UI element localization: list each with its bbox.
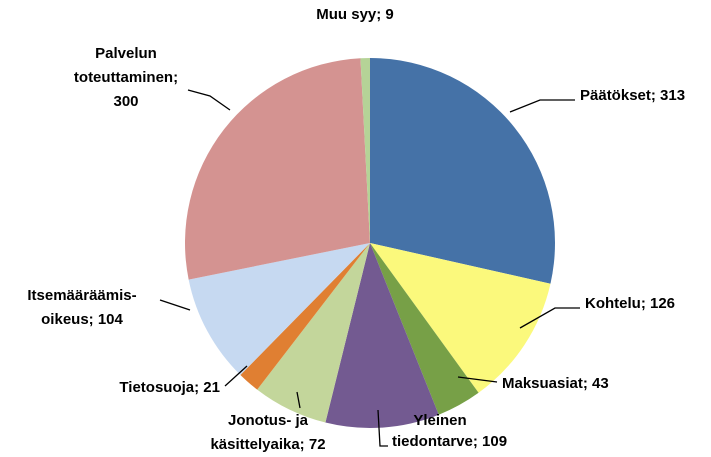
data-label-line: Yleinen [413, 412, 466, 429]
data-label-line: Jonotus- ja [228, 412, 309, 429]
data-label: Muu syy; 9 [316, 6, 394, 23]
leader-line [224, 365, 248, 387]
pie-slice [370, 58, 555, 284]
data-label: Palvelun toteuttaminen; 300 [74, 45, 178, 110]
data-label-line: Tietosuoja; 21 [119, 379, 220, 396]
data-label: Tietosuoja; 21 [119, 379, 220, 396]
pie-slice [360, 58, 370, 243]
data-label: Jonotus- ja käsittelyaika; 72 [210, 412, 325, 453]
data-label-line: Maksuasiat; 43 [502, 375, 609, 392]
data-label: Yleinen tiedontarve; 109 [392, 412, 507, 450]
leader-line [159, 299, 191, 311]
leader-line [509, 99, 575, 113]
data-label-line: Päätökset; 313 [580, 87, 685, 104]
leader-line [377, 409, 388, 447]
data-label-line: Muu syy; 9 [316, 6, 394, 23]
leader-line [187, 89, 231, 111]
data-label: Päätökset; 313 [580, 87, 685, 104]
pie-slice [370, 243, 479, 415]
pie-slice [325, 243, 439, 428]
data-label-line: Kohtelu; 126 [585, 295, 675, 312]
leader-line [519, 307, 580, 329]
data-label-line: käsittelyaika; 72 [210, 436, 325, 453]
data-label: Itsemääräämis-oikeus; 104 [27, 287, 136, 328]
leader-line [296, 391, 301, 409]
data-label-line: Palvelun [95, 45, 157, 62]
pie [185, 58, 555, 428]
pie-slice [188, 243, 370, 376]
data-label-line: Itsemääräämis- [27, 287, 136, 304]
data-label-line: oikeus; 104 [41, 311, 123, 328]
pie-slice [370, 243, 551, 393]
data-label: Maksuasiat; 43 [502, 375, 609, 392]
leader-line [457, 376, 498, 383]
pie-slice [240, 243, 370, 390]
data-label-line: 300 [113, 93, 138, 110]
data-label-line: toteuttaminen; [74, 69, 178, 86]
pie-slice [257, 243, 370, 423]
pie-slice [185, 58, 370, 280]
data-label-line: tiedontarve; 109 [392, 433, 507, 450]
data-label: Kohtelu; 126 [585, 295, 675, 312]
